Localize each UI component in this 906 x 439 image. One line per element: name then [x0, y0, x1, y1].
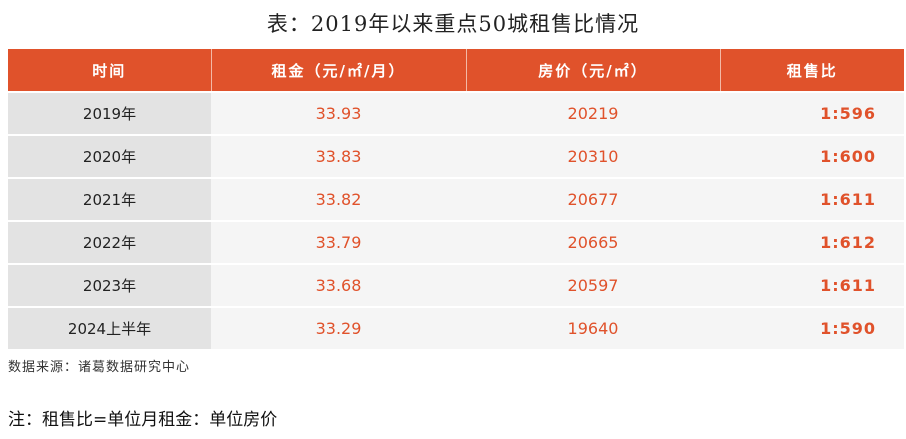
rent-cell: 33.29 [211, 306, 466, 349]
ratio-cell: 1:596 [720, 91, 904, 135]
rent-cell: 33.83 [211, 134, 466, 178]
footnote: 注：租售比=单位月租金：单位房价 [8, 410, 278, 430]
header-price: 房价（元/㎡） [465, 49, 720, 92]
rent-sale-ratio-table: 时间 租金（元/㎡/月） 房价（元/㎡） 租售比 2019年 33.93 202… [8, 49, 904, 349]
period-cell: 2022年 [8, 220, 211, 264]
header-period: 时间 [8, 49, 211, 92]
table-row: 2022年 33.79 20665 1:612 [8, 220, 904, 264]
price-cell: 19640 [466, 306, 720, 349]
ratio-cell: 1:611 [720, 177, 904, 221]
price-cell: 20310 [466, 134, 720, 178]
period-cell: 2020年 [8, 134, 211, 178]
ratio-cell: 1:600 [720, 134, 904, 178]
table-row: 2024上半年 33.29 19640 1:590 [8, 306, 904, 349]
table-title: 表：2019年以来重点50城租售比情况 [266, 12, 640, 36]
period-cell: 2024上半年 [8, 306, 211, 349]
price-cell: 20677 [466, 177, 720, 221]
table-row: 2019年 33.93 20219 1:596 [8, 91, 904, 135]
ratio-cell: 1:612 [720, 220, 904, 264]
table-header-row: 时间 租金（元/㎡/月） 房价（元/㎡） 租售比 [8, 49, 904, 92]
period-cell: 2019年 [8, 91, 211, 135]
data-source: 数据来源：诸葛数据研究中心 [8, 360, 191, 375]
table-row: 2021年 33.82 20677 1:611 [8, 177, 904, 221]
table-row: 2020年 33.83 20310 1:600 [8, 134, 904, 178]
rent-cell: 33.68 [211, 263, 466, 307]
rent-cell: 33.79 [211, 220, 466, 264]
header-ratio: 租售比 [719, 49, 904, 92]
ratio-cell: 1:611 [720, 263, 904, 307]
rent-cell: 33.82 [211, 177, 466, 221]
price-cell: 20219 [466, 91, 720, 135]
ratio-cell: 1:590 [720, 306, 904, 349]
table-row: 2023年 33.68 20597 1:611 [8, 263, 904, 307]
price-cell: 20665 [466, 220, 720, 264]
rent-cell: 33.93 [211, 91, 466, 135]
price-cell: 20597 [466, 263, 720, 307]
header-rent: 租金（元/㎡/月） [210, 49, 466, 92]
period-cell: 2021年 [8, 177, 211, 221]
period-cell: 2023年 [8, 263, 211, 307]
